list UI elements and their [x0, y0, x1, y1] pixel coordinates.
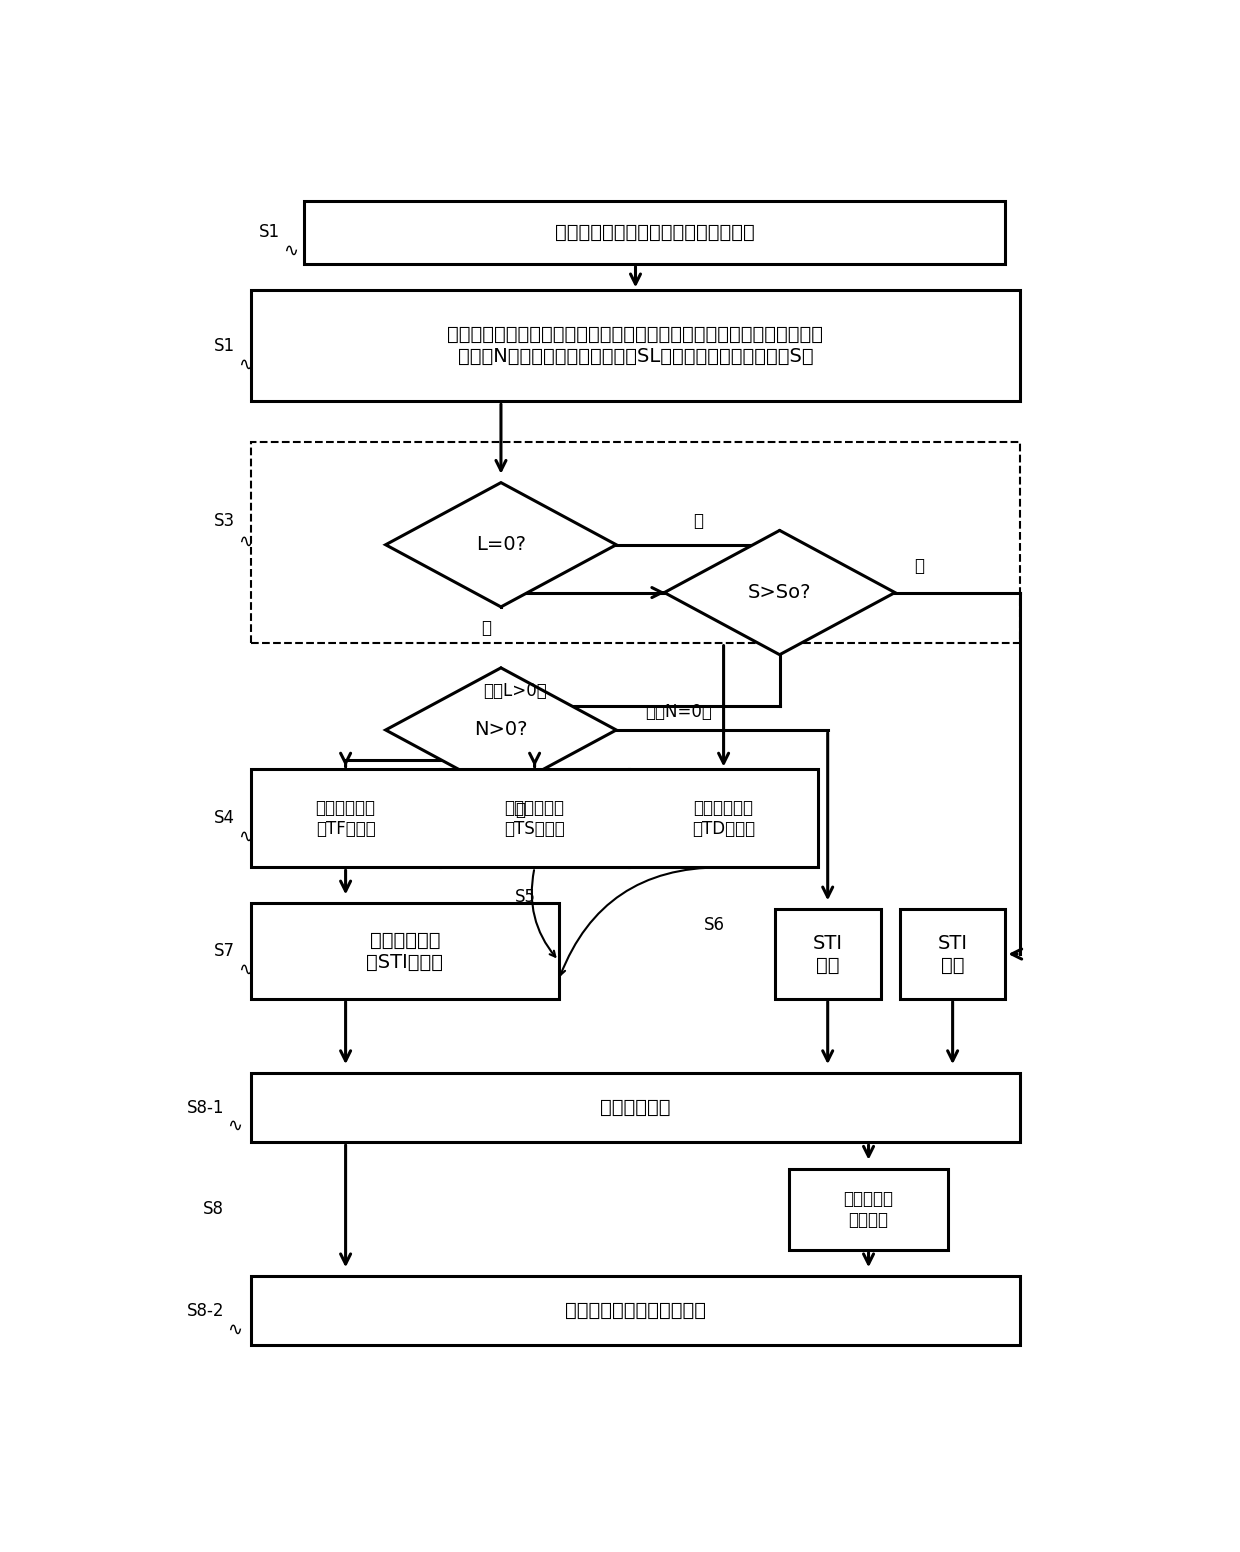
Text: 否（L>0）: 否（L>0）	[484, 681, 547, 700]
FancyBboxPatch shape	[250, 1072, 1019, 1142]
Polygon shape	[665, 531, 895, 655]
Polygon shape	[386, 483, 616, 607]
FancyBboxPatch shape	[250, 290, 1019, 402]
Text: 是: 是	[515, 801, 526, 819]
Text: ∿: ∿	[283, 242, 298, 259]
FancyBboxPatch shape	[775, 909, 880, 999]
Text: S3: S3	[213, 512, 234, 529]
Text: ∿: ∿	[238, 532, 253, 551]
FancyBboxPatch shape	[250, 1276, 1019, 1346]
Polygon shape	[386, 667, 616, 792]
Text: ∿: ∿	[227, 1321, 242, 1338]
Text: 夹层分布系数
（TS）确定: 夹层分布系数 （TS）确定	[505, 799, 565, 838]
Text: 是: 是	[914, 557, 924, 576]
Text: S1: S1	[213, 337, 234, 355]
Text: ∿: ∿	[238, 355, 253, 374]
FancyBboxPatch shape	[250, 770, 818, 868]
FancyBboxPatch shape	[789, 1169, 947, 1249]
Text: S8-2: S8-2	[187, 1302, 224, 1319]
Text: ∿: ∿	[238, 827, 253, 846]
Text: 是: 是	[693, 512, 703, 529]
Text: STI
无效: STI 无效	[937, 934, 967, 975]
FancyBboxPatch shape	[304, 200, 1006, 264]
Text: S6: S6	[703, 916, 724, 934]
Text: 夹层发育强度
（TF）确定: 夹层发育强度 （TF）确定	[316, 799, 376, 838]
Text: 否（N=0）: 否（N=0）	[645, 703, 712, 722]
Text: ∿: ∿	[238, 961, 253, 979]
Text: L=0?: L=0?	[476, 535, 526, 554]
Text: 形成数据列表: 形成数据列表	[600, 1099, 671, 1117]
Text: 根据目的地层顶深度、以及目的地层底深度并根据统计得到的渗透性夹层
层数（N），求取夹层累积厚度（SL）、以及夹层厚度占比（S）: 根据目的地层顶深度、以及目的地层底深度并根据统计得到的渗透性夹层 层数（N），求…	[448, 326, 823, 366]
FancyBboxPatch shape	[900, 909, 1006, 999]
Text: 夹层分散系数
（TD）确定: 夹层分散系数 （TD）确定	[692, 799, 755, 838]
Text: STI
为零: STI 为零	[812, 934, 843, 975]
FancyBboxPatch shape	[250, 903, 559, 999]
Text: ∿: ∿	[227, 1117, 242, 1135]
Text: S5: S5	[515, 888, 536, 906]
Text: S8: S8	[203, 1200, 224, 1218]
Text: 否: 否	[481, 619, 491, 638]
Text: 夹层发育指数
（STI）确定: 夹层发育指数 （STI）确定	[366, 931, 444, 972]
Text: S1: S1	[259, 223, 280, 241]
Text: 从已有的地质数据中抽取钒井岩性数据: 从已有的地质数据中抽取钒井岩性数据	[554, 223, 755, 242]
Text: S7: S7	[213, 942, 234, 961]
Text: S8-1: S8-1	[187, 1099, 224, 1116]
Text: S4: S4	[213, 810, 234, 827]
Text: S>So?: S>So?	[748, 584, 811, 602]
Text: N>0?: N>0?	[474, 720, 528, 739]
Text: 区沉淠相研
究等结果: 区沉淠相研 究等结果	[843, 1190, 894, 1229]
Text: 形成夹层发育指数平面分布: 形成夹层发育指数平面分布	[565, 1301, 706, 1321]
